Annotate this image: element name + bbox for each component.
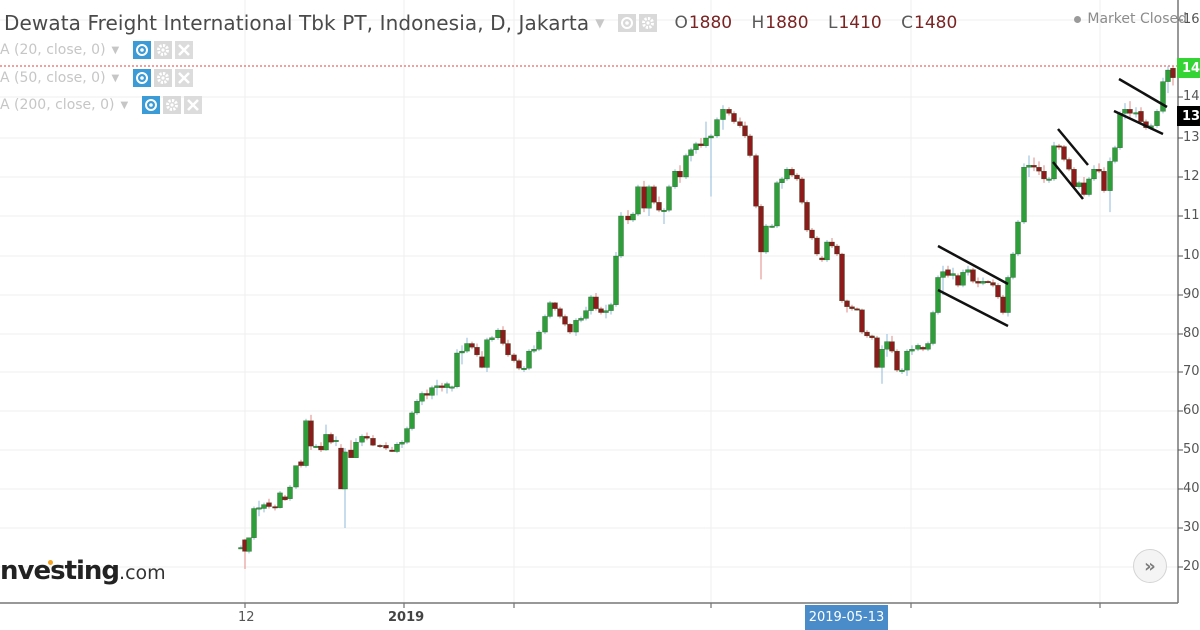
y-axis-label: 20 bbox=[1183, 559, 1200, 574]
double-chevron-right-icon: » bbox=[1144, 555, 1156, 577]
gear-icon[interactable] bbox=[163, 96, 182, 114]
y-axis-label: 11 bbox=[1183, 208, 1200, 223]
high-value: 1880 bbox=[765, 13, 809, 33]
high-label: H bbox=[751, 13, 765, 33]
indicator-label[interactable]: A (50, close, 0) bbox=[0, 70, 106, 86]
last-price-tag-text: 14 bbox=[1182, 60, 1200, 76]
y-axis-label: 16 bbox=[1183, 12, 1200, 27]
open-value: 1880 bbox=[688, 13, 733, 33]
indicator-sma-200: A (200, close, 0) ▼ bbox=[0, 94, 205, 116]
eye-icon[interactable] bbox=[133, 41, 152, 59]
x-label-2019: 2019 bbox=[388, 610, 425, 625]
indicator-label[interactable]: A (20, close, 0) bbox=[0, 42, 106, 58]
ohlc-values: O1880 H1880 L1410 C1480 bbox=[674, 13, 971, 33]
y-axis-label: 10 bbox=[1183, 248, 1200, 263]
y-axis-label: 13 bbox=[1183, 130, 1200, 145]
chevron-down-icon[interactable]: ▼ bbox=[120, 99, 129, 111]
y-axis-ticks bbox=[1178, 19, 1183, 568]
gear-icon[interactable] bbox=[154, 41, 173, 59]
chevron-down-icon[interactable]: ▼ bbox=[111, 72, 120, 84]
gear-icon[interactable] bbox=[639, 14, 658, 32]
y-axis-label: 80 bbox=[1183, 326, 1200, 341]
logo-main: nvesting bbox=[0, 556, 120, 586]
market-status: Market Closed bbox=[1074, 11, 1187, 27]
candles bbox=[238, 66, 1176, 569]
eye-icon[interactable] bbox=[133, 69, 152, 87]
crosshair-price-tag-text: 13 bbox=[1182, 108, 1200, 124]
x-axis-ticks bbox=[244, 603, 1101, 608]
indicator-label[interactable]: A (200, close, 0) bbox=[0, 97, 115, 113]
chart-title[interactable]: Dewata Freight International Tbk PT, Ind… bbox=[4, 11, 590, 35]
y-axis-label: 30 bbox=[1183, 520, 1200, 535]
crosshair-date-tag: 2019-05-13 bbox=[805, 605, 888, 630]
y-axis-label: 60 bbox=[1183, 403, 1200, 418]
chevron-down-icon[interactable]: ▼ bbox=[595, 16, 605, 30]
y-axis-label: 14 bbox=[1183, 89, 1200, 104]
y-axis-label: 12 bbox=[1183, 169, 1200, 184]
close-icon[interactable] bbox=[184, 96, 203, 114]
scroll-to-realtime-button[interactable]: » bbox=[1133, 549, 1167, 583]
indicator-sma-50: A (50, close, 0) ▼ bbox=[0, 67, 196, 89]
market-status-text: Market Closed bbox=[1087, 11, 1187, 27]
eye-icon[interactable] bbox=[142, 96, 161, 114]
low-value: 1410 bbox=[838, 13, 882, 33]
close-label: C bbox=[901, 13, 913, 33]
last-price-tag: 14 bbox=[1177, 58, 1200, 78]
gridlines bbox=[0, 0, 1178, 603]
investing-logo: nvesting.com bbox=[0, 556, 166, 586]
close-value: 1480 bbox=[914, 13, 958, 33]
open-label: O bbox=[674, 13, 688, 33]
chevron-down-icon[interactable]: ▼ bbox=[111, 44, 120, 56]
y-axis-label: 50 bbox=[1183, 442, 1200, 457]
logo-dot-icon bbox=[48, 560, 53, 565]
eye-icon[interactable] bbox=[618, 14, 637, 32]
close-icon[interactable] bbox=[175, 41, 194, 59]
y-axis-label: 70 bbox=[1183, 364, 1200, 379]
chart-header: Dewata Freight International Tbk PT, Ind… bbox=[4, 8, 971, 38]
crosshair-price-tag: 13 bbox=[1177, 106, 1200, 126]
trendlines bbox=[937, 77, 1168, 328]
x-label-12: 12 bbox=[238, 610, 255, 625]
y-axis-label: 90 bbox=[1183, 287, 1200, 302]
gear-icon[interactable] bbox=[154, 69, 173, 87]
logo-suffix: .com bbox=[119, 562, 166, 584]
y-axis-label: 40 bbox=[1183, 481, 1200, 496]
status-dot-icon bbox=[1074, 15, 1082, 23]
low-label: L bbox=[827, 13, 838, 33]
close-icon[interactable] bbox=[175, 69, 194, 87]
indicator-sma-20: A (20, close, 0) ▼ bbox=[0, 39, 196, 61]
